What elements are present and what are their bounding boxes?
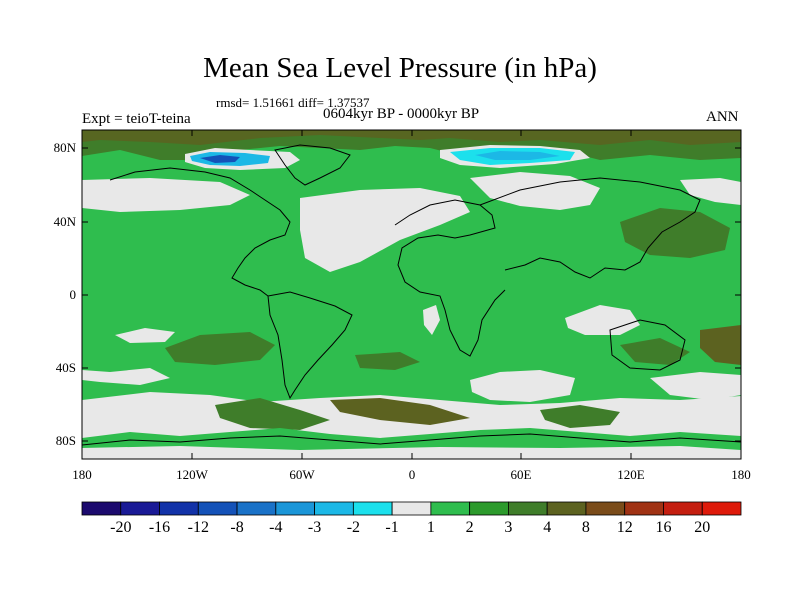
field-tasman-pos [700, 325, 741, 365]
y-tick-label: 40S [55, 360, 76, 375]
colorbar-label: 2 [465, 519, 474, 536]
colorbar-box [197, 501, 238, 516]
colorbar-box [391, 501, 432, 516]
x-tick-label: 120E [617, 467, 645, 482]
colorbar-box [236, 501, 277, 516]
colorbar-box [430, 501, 471, 516]
period-text: 0604kyr BP - 0000kyr BP [323, 106, 480, 122]
field-so-pos-a [215, 398, 330, 430]
colorbar-box [624, 501, 664, 516]
colorbar-label: -12 [187, 519, 209, 536]
coast-south-america [267, 291, 353, 400]
coast-antarctica [82, 433, 741, 446]
colorbar-box [352, 501, 393, 516]
field-spacific-neutral [82, 368, 170, 385]
field-nwpac-pos [620, 208, 730, 258]
x-tick-label: 120W [176, 467, 208, 482]
coast-australia [609, 319, 686, 371]
season-label: ANN [706, 109, 739, 125]
colorbar-label: -4 [269, 519, 283, 536]
colorbar-label: 1 [426, 519, 435, 536]
field-greenland-neg-strong [200, 155, 240, 163]
field-satl-pos [355, 352, 420, 370]
colorbar-label: -20 [110, 519, 132, 536]
y-tick-label: 80S [55, 433, 76, 448]
colorbar-box [159, 501, 199, 516]
page-title: Mean Sea Level Pressure (in hPa) [203, 52, 597, 84]
field-sindian-neutral [470, 370, 575, 402]
y-tick-label: 0 [69, 287, 77, 302]
x-tick-label: 180 [72, 467, 92, 482]
colorbar-label: 20 [694, 519, 711, 536]
colorbar-label: 12 [616, 519, 633, 536]
axis-ticks [81, 130, 742, 459]
experiment-label: Expt = teioT-teina [82, 111, 191, 127]
field-spacific-neutral-small [115, 328, 175, 343]
colorbar-box [275, 501, 315, 516]
coast-north-america [109, 167, 291, 297]
colorbar-box [81, 501, 122, 516]
y-tick-label: 80N [53, 140, 76, 155]
field-soz-neutral [650, 372, 741, 400]
field-so-pos-c [540, 405, 620, 428]
colorbar-box [546, 501, 587, 516]
x-tick-label: 0 [408, 467, 416, 482]
colorbar-box [508, 501, 548, 516]
coast-europe-africa [394, 199, 506, 357]
field-so-pos-b [330, 398, 470, 425]
colorbar-label: 3 [504, 519, 513, 536]
colorbar-label: -1 [385, 519, 399, 536]
field-barents-neg-strong [475, 151, 560, 160]
colorbar-label: 8 [581, 519, 590, 536]
coastlines [82, 144, 741, 446]
field-indian-neutral [565, 305, 640, 335]
field-safrica-neutral [423, 305, 440, 335]
y-tick-label: 40N [53, 214, 76, 229]
colorbar-box [663, 501, 703, 516]
field-antarctic-neutral [82, 446, 741, 459]
colorbar-box [585, 501, 626, 516]
colorbar-box [701, 501, 742, 516]
field-spac-pos [165, 332, 275, 365]
field-natlantic-neutral [300, 188, 470, 272]
coast-greenland [274, 144, 351, 186]
colorbar-box [469, 501, 509, 516]
map-field [82, 130, 741, 459]
colorbar-box [120, 501, 160, 516]
colorbar-label: -3 [307, 519, 322, 536]
x-tick-label: 60W [289, 467, 315, 482]
x-tick-label: 180 [731, 467, 751, 482]
colorbar-box [314, 501, 354, 516]
field-arctic-4to8 [82, 130, 741, 145]
colorbar-label: -2 [346, 519, 361, 536]
stats-text: rmsd= 1.51661 diff= 1.37537 [216, 95, 370, 110]
colorbar-label: 4 [543, 519, 552, 536]
colorbar-label: 16 [655, 519, 672, 536]
field-nwpac-neutral [680, 178, 741, 205]
coast-asia [479, 177, 701, 279]
colorbar-label: -8 [230, 519, 244, 536]
field-npacific-neutral [82, 178, 250, 212]
colorbar [81, 501, 742, 516]
colorbar-label: -16 [148, 519, 171, 536]
field-aus-pos [620, 338, 690, 365]
x-tick-label: 60E [510, 467, 532, 482]
